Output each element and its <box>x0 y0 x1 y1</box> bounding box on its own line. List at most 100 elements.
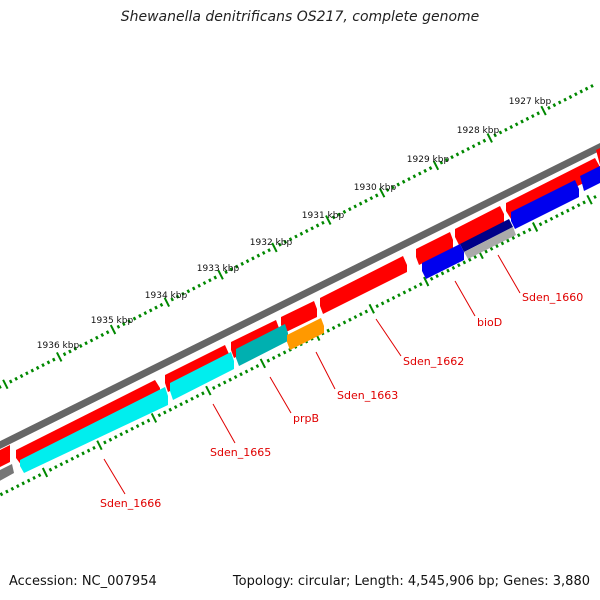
outer-ring-major-tick <box>56 351 63 362</box>
inner-ring-minor-tick <box>195 394 200 399</box>
outer-ring-major-tick <box>271 242 278 253</box>
inner-ring-minor-tick <box>179 402 183 407</box>
outer-ring-minor-tick <box>288 237 293 242</box>
inner-ring-major-tick <box>532 222 539 232</box>
inner-ring-minor-tick <box>337 323 341 328</box>
inner-ring-minor-tick <box>462 260 467 265</box>
outer-ring-minor-tick <box>504 127 508 132</box>
gene-arrow-sden-1662-a[interactable] <box>281 301 317 333</box>
map-title: Shewanella denitrificans OS217, complete… <box>120 9 480 25</box>
inner-ring-minor-tick <box>48 467 53 472</box>
feature-block-blue-edge[interactable] <box>580 161 600 191</box>
outer-ring-minor-tick <box>321 220 325 225</box>
feature-block-orange-1663[interactable] <box>287 318 324 350</box>
inner-ring-minor-tick <box>402 290 407 295</box>
gene-label[interactable]: Sden_1660 <box>522 291 583 304</box>
outer-ring-minor-tick <box>574 92 578 97</box>
inner-ring-minor-tick <box>359 312 363 317</box>
inner-ring-minor-tick <box>255 364 260 369</box>
inner-ring-minor-tick <box>429 276 434 281</box>
inner-ring-major-tick <box>41 467 49 478</box>
gene-label-leader <box>497 254 521 294</box>
outer-ring-minor-tick <box>299 231 304 236</box>
inner-ring-minor-tick <box>92 445 96 450</box>
feature-block-grey-left[interactable] <box>0 464 14 485</box>
outer-ring-minor-tick <box>450 155 454 160</box>
outer-ring-minor-tick <box>353 204 357 209</box>
gene-arrow-sden-1660[interactable] <box>455 206 504 245</box>
tick-label: 1930 kbp <box>354 183 397 193</box>
genome-summary-text: Topology: circular; Length: 4,545,906 bp… <box>232 574 590 589</box>
inner-ring-major-tick <box>259 358 266 369</box>
tick-label: 1935 kbp <box>91 316 134 326</box>
gene-arrow-biod[interactable] <box>416 232 453 265</box>
outer-ring-minor-tick <box>471 144 476 149</box>
outer-ring-major-tick <box>217 269 224 280</box>
outer-ring-major-tick <box>486 133 493 143</box>
outer-ring-minor-tick <box>348 207 352 212</box>
gene-label[interactable]: prpB <box>293 412 319 425</box>
feature-block-blue-biod[interactable] <box>422 244 464 279</box>
outer-ring-minor-tick <box>531 114 535 119</box>
inner-ring-minor-tick <box>397 293 401 298</box>
outer-ring-minor-tick <box>498 130 503 135</box>
outer-ring-minor-tick <box>143 311 148 316</box>
outer-ring-minor-tick <box>590 84 594 88</box>
inner-ring-minor-tick <box>538 222 543 227</box>
outer-ring-minor-tick <box>46 360 51 365</box>
gene-label[interactable]: Sden_1665 <box>210 446 271 459</box>
outer-ring-minor-tick <box>374 193 379 198</box>
gene-label[interactable]: Sden_1663 <box>337 389 398 402</box>
inner-ring-minor-tick <box>473 255 477 259</box>
outer-ring-minor-tick <box>477 141 481 146</box>
gene-label[interactable]: bioD <box>477 316 502 329</box>
inner-ring-minor-tick <box>54 465 58 469</box>
inner-ring-minor-tick <box>239 372 243 377</box>
inner-ring-minor-tick <box>81 451 85 456</box>
feature-block-navy[interactable] <box>460 219 513 252</box>
outer-ring-minor-tick <box>25 371 29 376</box>
gene-label-leader <box>212 403 236 444</box>
outer-ring-minor-tick <box>8 379 13 384</box>
outer-ring-minor-tick <box>412 174 417 179</box>
inner-ring-minor-tick <box>103 440 107 445</box>
feature-block-blue-1660[interactable] <box>511 180 579 229</box>
feature-block-teal-prpb[interactable] <box>236 324 288 366</box>
gene-label[interactable]: Sden_1662 <box>403 355 464 368</box>
inner-ring-minor-tick <box>135 424 140 429</box>
inner-ring-minor-tick <box>555 214 559 219</box>
outer-ring-minor-tick <box>466 146 470 151</box>
gene-label-leader <box>103 458 126 495</box>
gene-arrow-edge[interactable] <box>596 143 600 165</box>
gene-arrow-sden-1666[interactable] <box>0 445 10 472</box>
outer-ring-minor-tick <box>224 270 228 275</box>
inner-ring-minor-tick <box>446 268 450 273</box>
outer-ring-minor-tick <box>148 308 153 313</box>
inner-ring-minor-tick <box>157 413 162 418</box>
inner-ring-minor-tick <box>130 426 134 431</box>
inner-ring-minor-tick <box>516 233 521 238</box>
outer-ring-minor-tick <box>407 177 411 182</box>
outer-ring-minor-tick <box>358 201 363 206</box>
inner-ring-minor-tick <box>21 481 25 486</box>
outer-ring-minor-tick <box>267 248 271 253</box>
gene-label[interactable]: Sden_1666 <box>100 497 161 510</box>
inner-ring-minor-tick <box>364 309 369 314</box>
outer-ring-minor-tick <box>514 122 519 127</box>
inner-ring-minor-tick <box>244 369 249 374</box>
outer-ring-minor-tick <box>245 259 250 264</box>
outer-ring-minor-tick <box>557 100 562 105</box>
inner-ring-minor-tick <box>348 317 352 322</box>
gene-label-leader <box>375 318 402 357</box>
outer-ring-minor-tick <box>331 215 336 220</box>
inner-ring-major-tick <box>423 276 430 287</box>
outer-ring-minor-tick <box>229 267 234 272</box>
outer-ring-major-tick <box>163 297 170 308</box>
feature-block-cyan-1666[interactable] <box>20 387 168 473</box>
gene-arrow-sden-1662-b[interactable] <box>320 256 407 314</box>
inner-ring-minor-tick <box>435 274 439 279</box>
outer-ring-minor-tick <box>261 250 266 255</box>
feature-block-cyan-1665[interactable] <box>170 352 234 400</box>
feature-block-grey[interactable] <box>464 227 516 259</box>
outer-ring-minor-tick <box>213 275 218 280</box>
